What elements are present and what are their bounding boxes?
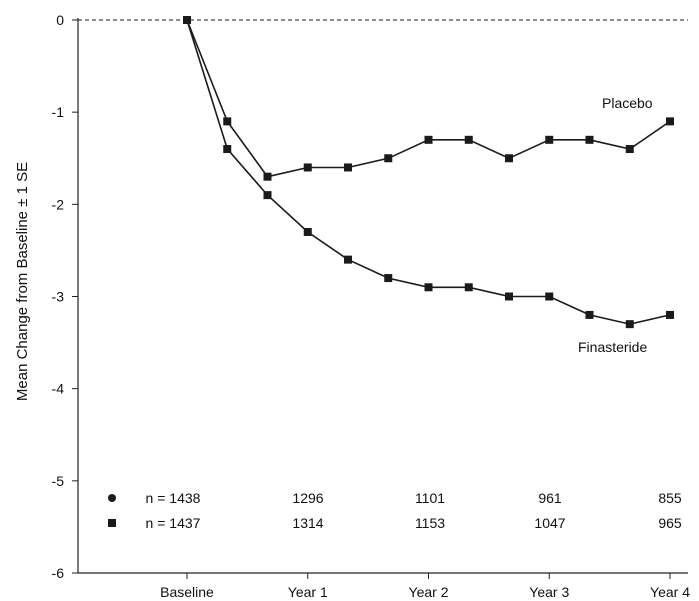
axes (72, 18, 688, 579)
point-placebo (545, 135, 554, 144)
n-table-cell: 965 (658, 515, 682, 531)
n-table-cell: 1101 (415, 490, 445, 506)
labels: 0 -1 -2 -3 -4 -5 -6 Baseline Year 1 Year 2 Year 3 Y… (14, 12, 690, 600)
n-table-cell: 855 (658, 490, 682, 506)
n-table-square-marker (108, 519, 116, 527)
point-finasteride (263, 191, 272, 200)
x-tick-label: Year 2 (409, 584, 449, 600)
n-table-cell: 1296 (292, 490, 323, 506)
point-placebo (384, 154, 393, 163)
line-finasteride (186, 19, 671, 325)
point-finasteride (344, 255, 352, 264)
n-table-cell: 1047 (534, 515, 565, 531)
y-tick-label: -6 (52, 565, 65, 581)
point-finasteride (424, 283, 433, 292)
point-placebo (625, 145, 634, 154)
point-placebo (585, 135, 594, 144)
point-finasteride (303, 227, 312, 236)
point-placebo (303, 163, 312, 172)
point-finasteride (585, 310, 594, 319)
x-tick-label: Year 4 (650, 584, 690, 600)
point-placebo (505, 154, 513, 163)
n-table-cell: 961 (538, 490, 562, 506)
n-table-cell: n = 1438 (146, 490, 201, 506)
point-placebo (344, 163, 352, 172)
y-tick-label: -2 (52, 196, 65, 212)
series-label-placebo: Placebo (602, 95, 653, 111)
y-tick-label: -3 (52, 289, 65, 305)
series-markers (183, 16, 674, 329)
point-placebo (424, 135, 433, 144)
x-tick-label: Baseline (160, 584, 214, 600)
point-finasteride (183, 16, 191, 24)
line-placebo (186, 19, 671, 178)
y-tick-label: -1 (52, 104, 65, 120)
n-table-cell: 1153 (415, 515, 445, 531)
point-finasteride (384, 274, 393, 283)
point-finasteride (625, 320, 634, 329)
x-tick-label: Year 3 (529, 584, 569, 600)
point-placebo (464, 135, 473, 144)
y-axis-label: Mean Change from Baseline ± 1 SE (14, 162, 31, 401)
series-label-finasteride: Finasteride (578, 339, 647, 355)
point-finasteride (505, 292, 513, 301)
point-placebo (223, 117, 232, 126)
y-tick-label: 0 (56, 12, 64, 28)
point-finasteride (666, 310, 674, 319)
point-finasteride (223, 145, 232, 154)
point-finasteride (464, 283, 473, 292)
n-table-cell: 1314 (292, 515, 323, 531)
n-table-cell: n = 1437 (146, 515, 201, 531)
point-placebo (263, 172, 272, 181)
series-lines (186, 19, 671, 325)
n-table-circle-marker (108, 494, 116, 502)
y-tick-label: -4 (52, 381, 65, 397)
x-tick-label: Year 1 (288, 584, 328, 600)
y-tick-label: -5 (52, 473, 65, 489)
point-placebo (666, 117, 674, 126)
point-finasteride (545, 292, 554, 301)
